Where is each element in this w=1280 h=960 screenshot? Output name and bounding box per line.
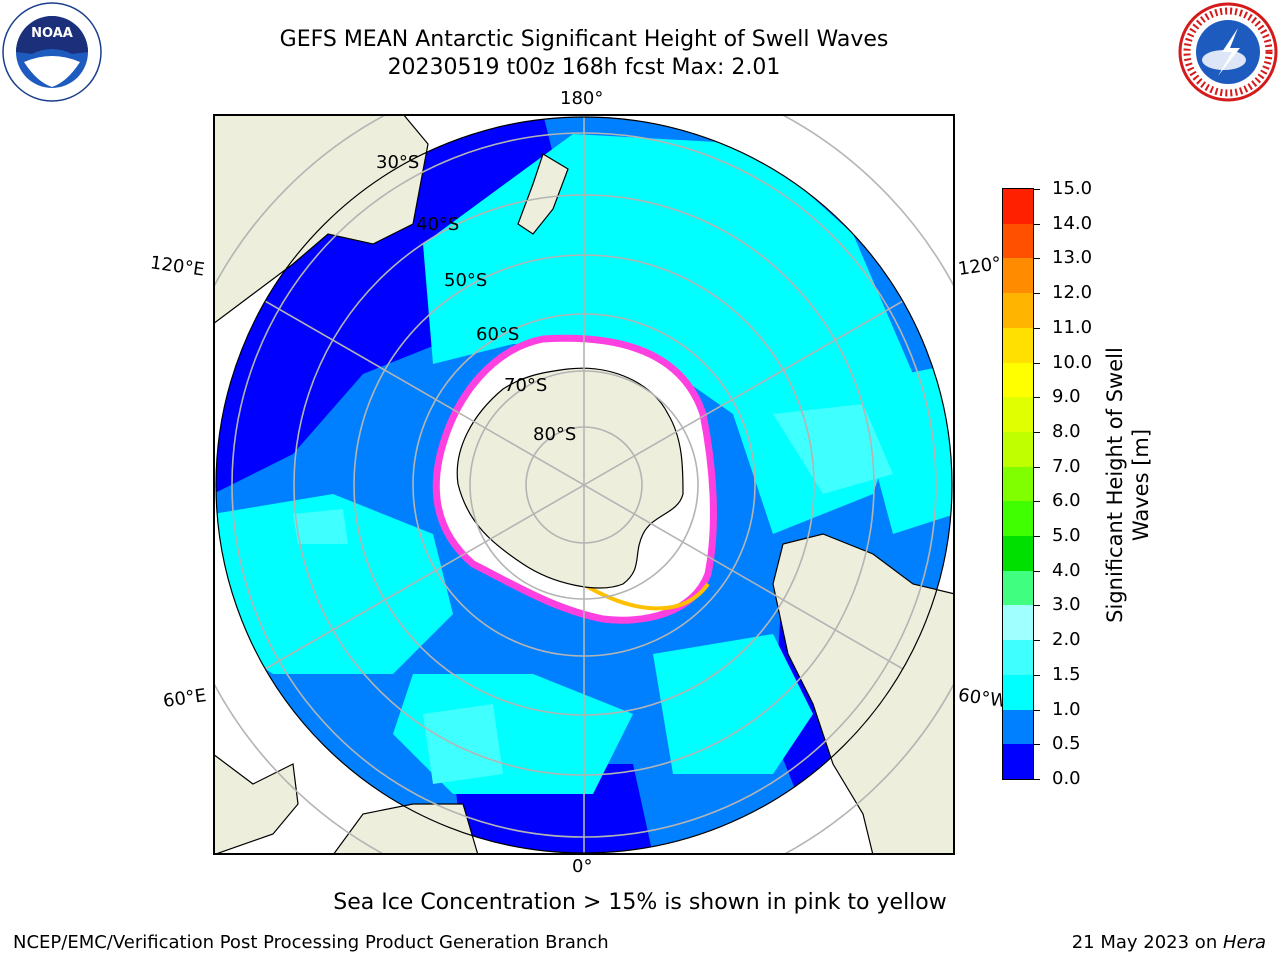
footer-date-text: 21 May 2023 on (1071, 932, 1223, 953)
colorbar-tick (1034, 293, 1040, 295)
lon-label-120e: 120°E (148, 252, 206, 281)
colorbar-tick-label: 10.0 (1052, 351, 1093, 373)
lat-label-80s: 80°S (533, 424, 577, 445)
nws-logo-icon (1178, 2, 1278, 102)
colorbar-tick-label: 7.0 (1052, 455, 1081, 477)
colorbar-tick-label: 15.0 (1052, 178, 1093, 199)
lat-label-40s: 40°S (416, 214, 460, 235)
colorbar-tick-label: 11.0 (1052, 316, 1093, 338)
colorbar-tick (1034, 431, 1040, 433)
colorbar-tick (1034, 223, 1040, 225)
colorbar-segment (1003, 362, 1033, 398)
colorbar-segment (1003, 397, 1033, 432)
noaa-logo-text: NOAA (31, 26, 73, 41)
lat-label-30s: 30°S (376, 152, 420, 173)
lat-label-70s: 70°S (504, 375, 548, 396)
lon-label-60e: 60°E (161, 685, 208, 712)
colorbar-segment (1003, 258, 1033, 294)
colorbar-segment (1003, 570, 1033, 606)
colorbar-tick (1034, 640, 1040, 642)
colorbar-tick (1034, 258, 1040, 260)
colorbar-tick (1034, 605, 1040, 607)
colorbar-segment (1003, 293, 1033, 328)
colorbar-tick (1034, 779, 1040, 780)
colorbar-segment (1003, 431, 1033, 467)
colorbar-tick-label: 1.5 (1052, 663, 1081, 685)
colorbar-segment (1003, 640, 1033, 675)
lon-label-120w: 120° (956, 253, 1003, 280)
lat-label-60s: 60°S (476, 324, 520, 345)
colorbar-tick-label: 0.5 (1052, 733, 1081, 755)
colorbar-segment (1003, 501, 1033, 537)
colorbar-segment (1003, 744, 1033, 779)
colorbar-tick (1034, 327, 1040, 329)
footer-machine: Hera (1222, 932, 1266, 953)
colorbar-tick-label: 6.0 (1052, 490, 1081, 512)
colorbar-tick-label: 3.0 (1052, 594, 1081, 616)
colorbar-tick-label: 9.0 (1052, 386, 1081, 408)
colorbar-tick (1034, 570, 1040, 572)
colorbar (1002, 188, 1034, 780)
colorbar-tick (1034, 466, 1040, 468)
colorbar-tick-label: 13.0 (1052, 247, 1093, 269)
colorbar-segment (1003, 327, 1033, 363)
colorbar-tick (1034, 744, 1040, 746)
colorbar-tick-label: 12.0 (1052, 282, 1093, 304)
colorbar-tick-label: 2.0 (1052, 629, 1081, 651)
lon-label-180: 180° (560, 88, 604, 109)
colorbar-tick (1034, 709, 1040, 711)
colorbar-segment (1003, 674, 1033, 710)
colorbar-tick-label: 1.0 (1052, 698, 1081, 720)
colorbar-segment (1003, 223, 1033, 259)
noaa-logo-icon: NOAA (2, 2, 102, 102)
chart-title: GEFS MEAN Antarctic Significant Height o… (279, 27, 889, 52)
colorbar-tick-label: 8.0 (1052, 420, 1081, 442)
colorbar-tick-label: 14.0 (1052, 212, 1093, 234)
colorbar-tick (1034, 362, 1040, 364)
chart-subtitle: 20230519 t00z 168h fcst Max: 2.01 (387, 55, 781, 80)
colorbar-title: Significant Height of Swell Waves [m] (1103, 347, 1153, 623)
sea-ice-note: Sea Ice Concentration > 15% is shown in … (333, 890, 947, 915)
graticule (213, 114, 955, 855)
colorbar-tick (1034, 536, 1040, 538)
colorbar-tick (1034, 674, 1040, 676)
footer-date: 21 May 2023 on Hera (1072, 932, 1266, 953)
colorbar-tick-label: 5.0 (1052, 525, 1081, 547)
footer-producer: NCEP/EMC/Verification Post Processing Pr… (13, 932, 609, 953)
colorbar-segment (1003, 605, 1033, 641)
colorbar-tick (1034, 501, 1040, 503)
lon-label-0: 0° (572, 856, 593, 877)
lat-label-50s: 50°S (444, 270, 488, 291)
colorbar-tick (1034, 189, 1040, 190)
colorbar-tick-label: 0.0 (1052, 768, 1081, 789)
polar-map (213, 114, 955, 855)
colorbar-tick (1034, 397, 1040, 399)
colorbar-segment (1003, 709, 1033, 745)
colorbar-tick-label: 4.0 (1052, 559, 1081, 581)
colorbar-segment (1003, 536, 1033, 571)
colorbar-segment (1003, 466, 1033, 502)
colorbar-segment (1003, 189, 1033, 224)
